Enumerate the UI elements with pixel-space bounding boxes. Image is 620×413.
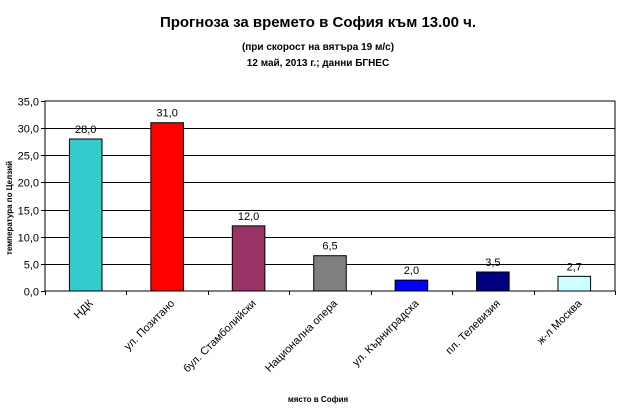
y-tick-label: 25,0 — [18, 151, 39, 163]
data-label: 28,0 — [75, 124, 96, 136]
y-axis-label: температура по Целзий — [5, 161, 14, 255]
data-label: 6,5 — [322, 241, 337, 253]
category-label: ул. Кърниградска — [350, 297, 422, 369]
bars — [68, 122, 592, 292]
category-label: ул. Позитано — [122, 298, 177, 353]
bar — [150, 122, 184, 292]
y-axis-ticks: 0,0 5,0 10,0 15,0 20,0 25,0 30,0 35,0 — [18, 97, 45, 299]
data-labels: 28,0 31,0 12,0 6,5 2,0 3,5 2,7 — [75, 108, 582, 277]
category-label: Национална опера — [263, 297, 341, 375]
y-tick-label: 35,0 — [18, 97, 39, 109]
category-label: бул. Стамболийски — [181, 298, 259, 376]
bar — [394, 279, 429, 292]
bar — [476, 271, 510, 292]
bar — [557, 275, 592, 292]
y-tick-label: 15,0 — [18, 206, 39, 218]
data-label: 2,0 — [404, 265, 419, 277]
bar — [313, 255, 347, 292]
data-label: 2,7 — [567, 261, 582, 273]
y-tick-label: 0,0 — [24, 287, 39, 299]
bar — [231, 225, 266, 292]
category-label: ж-л Москва — [535, 297, 585, 347]
x-axis-label: място в София — [288, 395, 349, 404]
data-label: 3,5 — [485, 257, 500, 269]
x-axis-categories: НДК ул. Позитано бул. Стамболийски Национал… — [45, 291, 616, 376]
y-tick-label: 20,0 — [18, 178, 39, 190]
chart-title: Прогноза за времето в София към 13.00 ч. — [160, 14, 476, 31]
chart-subtitle-line1: (при скорост на вятъра 19 м/с) — [242, 42, 394, 53]
category-label: НДК — [72, 297, 96, 321]
data-label: 12,0 — [238, 211, 259, 223]
chart-subtitle-line2: 12 май, 2013 г.; данни БГНЕС — [247, 58, 389, 69]
y-tick-label: 10,0 — [18, 233, 39, 245]
bar — [68, 138, 103, 292]
y-tick-label: 30,0 — [18, 124, 39, 136]
y-tick-label: 5,0 — [24, 260, 39, 272]
category-label: пл. Телевизия — [444, 298, 503, 357]
gridlines — [45, 128, 615, 265]
data-label: 31,0 — [156, 108, 177, 120]
